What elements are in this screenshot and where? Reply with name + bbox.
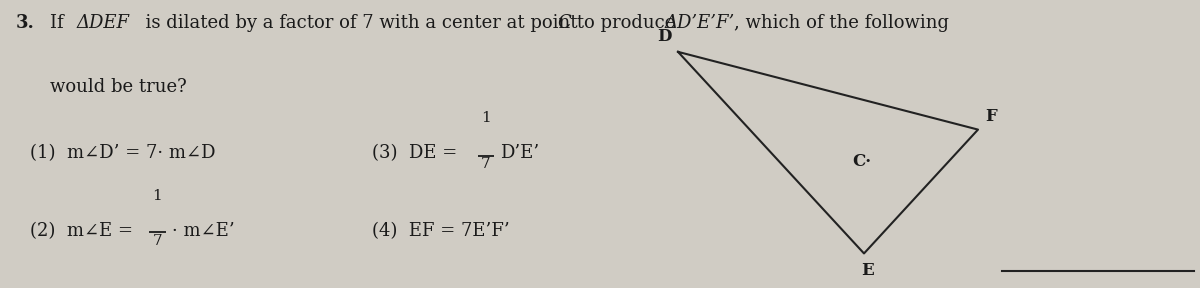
Text: ΔD’E’F’: ΔD’E’F’ xyxy=(665,14,736,33)
Text: to produce: to produce xyxy=(571,14,682,33)
Text: (2)  m∠E =: (2) m∠E = xyxy=(30,222,133,240)
Text: , which of the following: , which of the following xyxy=(734,14,949,33)
Text: 7: 7 xyxy=(481,157,491,171)
Text: 3.: 3. xyxy=(16,14,35,33)
Text: D’E’: D’E’ xyxy=(500,144,540,162)
Text: 7: 7 xyxy=(152,234,162,248)
Text: If: If xyxy=(50,14,70,33)
Text: D: D xyxy=(658,28,672,45)
Text: · m∠E’: · m∠E’ xyxy=(172,222,234,240)
Text: is dilated by a factor of 7 with a center at point: is dilated by a factor of 7 with a cente… xyxy=(134,14,583,33)
Text: F: F xyxy=(985,108,997,125)
Text: C·: C· xyxy=(852,153,871,170)
Text: 1: 1 xyxy=(481,111,491,125)
Text: (4)  EF = 7E’F’: (4) EF = 7E’F’ xyxy=(372,222,510,240)
Text: C: C xyxy=(557,14,570,33)
Text: (3)  DE =: (3) DE = xyxy=(372,144,457,162)
Text: would be true?: would be true? xyxy=(50,78,187,96)
Text: E: E xyxy=(862,262,874,279)
Text: (1)  m∠D’ = 7· m∠D: (1) m∠D’ = 7· m∠D xyxy=(30,144,216,162)
Text: 1: 1 xyxy=(152,189,162,203)
Text: ΔDEF: ΔDEF xyxy=(77,14,130,33)
